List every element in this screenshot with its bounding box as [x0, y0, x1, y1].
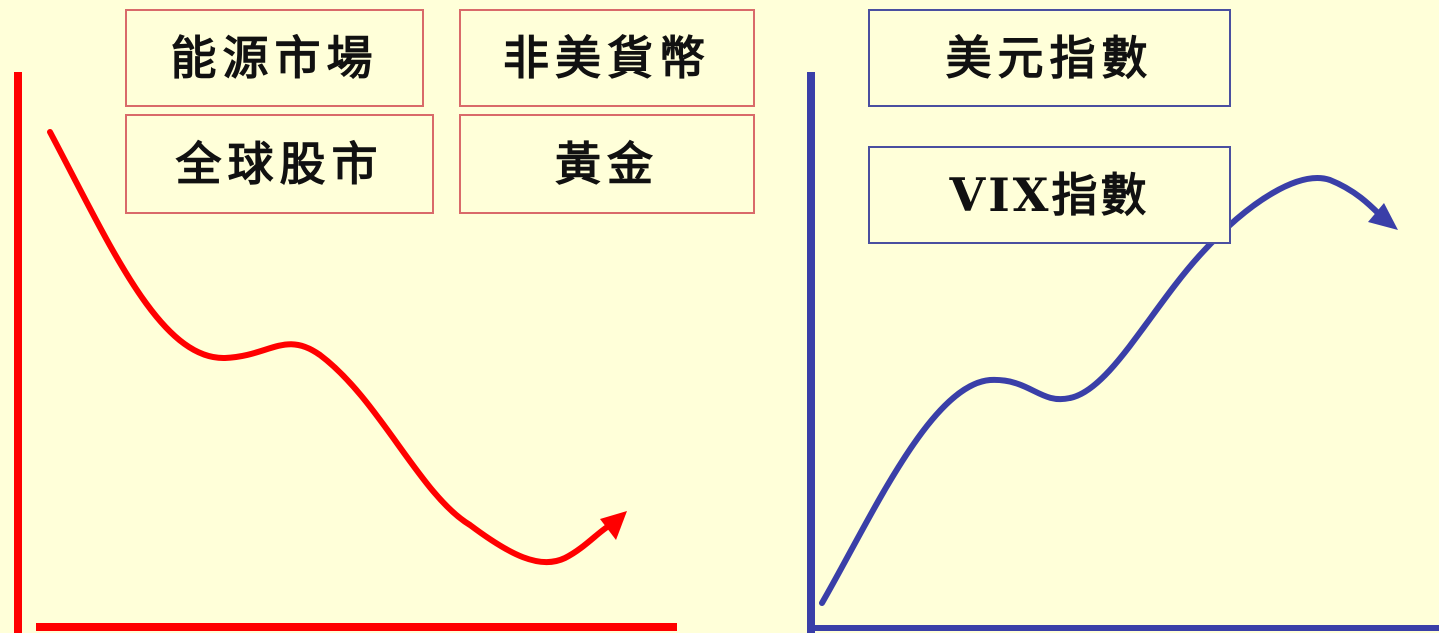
left-trend-curve — [47, 129, 615, 566]
gold-label: 黃金 — [459, 114, 755, 214]
left-trend-arrowhead — [600, 511, 627, 540]
global-stocks-label: 全球股市 — [125, 114, 434, 214]
right-trend-arrowhead — [1368, 203, 1398, 230]
dollar-index-label: 美元指數 — [868, 9, 1231, 107]
right-trend-curve — [819, 175, 1383, 606]
non-usd-currencies-label: 非美貨幣 — [459, 9, 755, 107]
vix-index-label: VIX指數 — [868, 146, 1231, 244]
energy-market-label: 能源市場 — [125, 9, 424, 107]
